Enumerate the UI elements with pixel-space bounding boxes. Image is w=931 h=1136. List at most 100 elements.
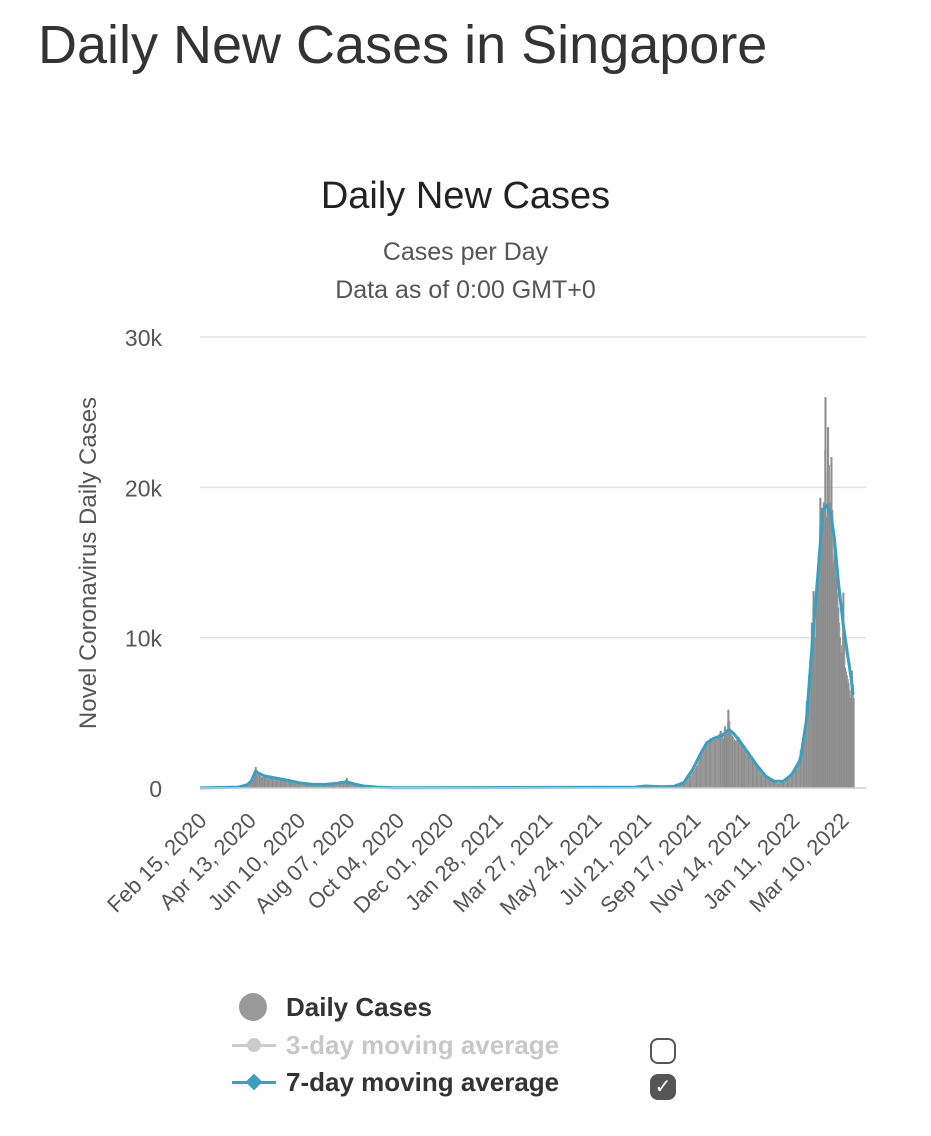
daily-cases-bars [199,397,855,788]
daily-case-bar [813,591,815,788]
y-tick-label: 10k [125,626,163,652]
daily-case-bar [750,757,752,788]
legend-item-3-day-average[interactable]: 3-day moving average [230,1028,559,1062]
gridlines [200,336,866,639]
daily-case-bar [754,763,756,788]
daily-case-bar [748,754,750,788]
daily-case-bar [853,697,855,788]
daily-case-bar [300,783,302,788]
daily-case-bar [260,776,262,788]
daily-case-bar [792,770,795,788]
daily-case-bar [780,781,783,788]
daily-case-bar [251,781,253,788]
daily-case-bar [839,637,842,788]
legend-item-daily-cases[interactable]: Daily Cases [230,990,432,1024]
daily-case-bar [825,517,828,788]
daily-case-bar [332,783,335,788]
daily-case-bar [308,784,310,788]
daily-case-bar [761,774,763,788]
daily-case-bar [247,783,250,788]
daily-case-bar [678,785,681,788]
daily-case-bar [263,776,265,788]
daily-case-bar [316,784,319,788]
daily-case-bar [711,738,714,788]
daily-case-bar [355,784,357,788]
daily-case-bar [776,782,779,788]
daily-case-bar [291,781,293,788]
daily-case-bar [827,427,830,788]
daily-case-bar [797,762,799,788]
daily-case-bar [851,670,853,788]
daily-case-bar [781,781,784,788]
daily-case-bar [330,783,332,788]
daily-case-bar [249,782,251,788]
daily-case-bar [751,758,753,788]
daily-case-bar [768,779,770,788]
daily-case-bar [259,775,262,788]
daily-case-bar [834,547,836,788]
daily-case-bar [349,783,351,788]
daily-case-bar [734,741,737,788]
daily-case-bar [759,772,761,788]
daily-case-bar [841,652,843,788]
daily-case-bar [322,784,325,788]
daily-case-bar [746,753,749,788]
daily-case-bar [772,781,774,788]
daily-case-bar [326,784,329,788]
daily-case-bar [268,778,270,788]
daily-case-bar [818,554,820,788]
daily-case-bar [749,756,751,788]
daily-case-bar [325,784,327,788]
daily-case-bar [820,497,822,788]
daily-case-bar [704,747,706,788]
daily-case-bar [343,782,345,788]
daily-case-bar [710,738,712,788]
legend-item-7-day-average[interactable]: 7-day moving average [230,1065,559,1099]
daily-case-bar [270,777,273,788]
daily-case-bar [716,738,718,788]
daily-case-bar [299,783,302,788]
daily-case-bar [312,784,314,788]
daily-case-bar [351,784,354,788]
daily-case-bar [688,778,690,788]
daily-case-bar [715,739,717,788]
legend-label-7-day-average: 7-day moving average [286,1066,560,1097]
daily-case-bar [707,741,710,788]
toggle-7-day-checkbox[interactable]: ✓ [650,1074,676,1100]
daily-case-bar [717,735,720,788]
daily-case-bar [693,769,696,788]
daily-case-bar [301,783,303,788]
daily-case-bar [791,771,794,788]
daily-case-bar [804,723,807,788]
daily-case-bar [757,769,760,788]
daily-case-bar [283,780,285,788]
daily-case-bar [356,785,359,788]
daily-case-bar [783,780,785,788]
daily-case-bar [691,773,693,788]
daily-case-bar [281,779,284,788]
daily-case-bar [721,733,723,788]
daily-case-bar [843,592,845,788]
daily-case-bar [357,785,360,788]
daily-case-bar [327,783,330,788]
daily-case-bar [735,740,738,788]
daily-case-bar [311,784,314,788]
daily-case-bar [320,784,322,788]
legend-label-daily-cases: Daily Cases [286,991,432,1022]
daily-case-bar [272,776,274,788]
daily-case-bar [720,730,722,788]
daily-case-bar [798,756,801,788]
daily-case-bar [280,779,283,788]
daily-case-bar [305,784,308,788]
daily-case-bar [796,765,798,788]
daily-case-bar [785,778,787,788]
daily-case-bar [775,782,778,788]
daily-case-bar [253,774,256,788]
daily-case-bar [682,784,684,788]
daily-case-bar [744,750,746,788]
daily-case-bar [736,739,738,788]
daily-case-bar [767,778,769,788]
daily-case-bar [728,709,730,788]
daily-case-bar [762,775,764,788]
toggle-3-day-checkbox[interactable] [650,1038,676,1064]
